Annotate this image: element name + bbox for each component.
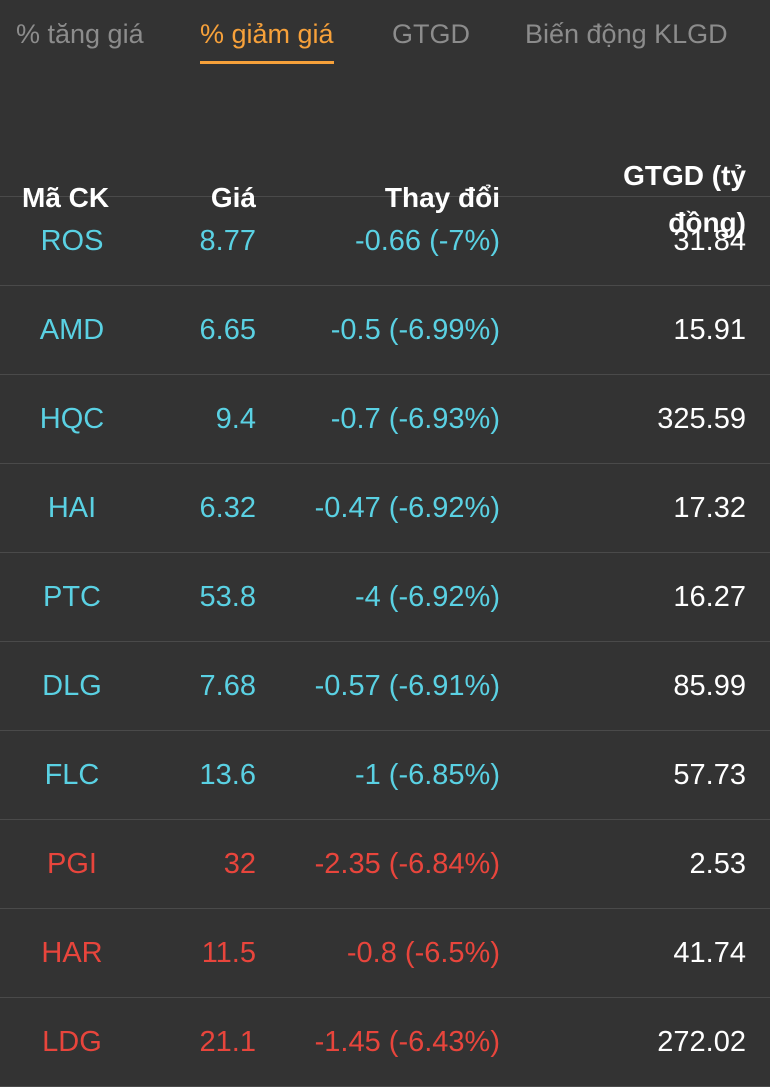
stock-change: -4 (-6.92%): [354, 581, 500, 613]
trading-value: 17.32: [673, 492, 746, 524]
table-row[interactable]: HAI 6.32 -0.47 (-6.92%) 17.32: [0, 464, 770, 553]
stock-price: 32: [223, 848, 256, 880]
stock-symbol: PTC: [43, 581, 101, 613]
header-symbol: Mã CK: [22, 182, 110, 213]
trading-value: 15.91: [673, 314, 746, 346]
table-row[interactable]: LDG 21.1 -1.45 (-6.43%) 272.02: [0, 998, 770, 1087]
table-row[interactable]: HAR 11.5 -0.8 (-6.5%) 41.74: [0, 909, 770, 998]
stock-symbol: ROS: [40, 225, 104, 257]
trading-value: 325.59: [657, 403, 746, 435]
stock-price: 6.65: [199, 314, 256, 346]
header-price: Giá: [210, 182, 256, 213]
stock-price: 6.32: [199, 492, 256, 524]
stock-change: -0.5 (-6.99%): [330, 314, 500, 346]
stock-symbol: FLC: [44, 759, 100, 791]
stock-price: 21.1: [199, 1026, 256, 1058]
table-row[interactable]: HQC 9.4 -0.7 (-6.93%) 325.59: [0, 375, 770, 464]
stock-change: -0.7 (-6.93%): [330, 403, 500, 435]
stock-change: -0.47 (-6.92%): [314, 492, 500, 524]
stock-symbol: HQC: [39, 403, 105, 435]
table-row[interactable]: DLG 7.68 -0.57 (-6.91%) 85.99: [0, 642, 770, 731]
table-row[interactable]: PGI 32 -2.35 (-6.84%) 2.53: [0, 820, 770, 909]
trading-value: 31.84: [673, 225, 746, 257]
trading-value: 57.73: [673, 759, 746, 791]
tab-percent-increase[interactable]: % tăng giá: [16, 19, 144, 49]
stock-change: -1 (-6.85%): [354, 759, 500, 791]
stock-price: 13.6: [199, 759, 256, 791]
stock-symbol: HAR: [41, 937, 103, 969]
header-value-line1: GTGD (tỷ: [623, 160, 746, 191]
stock-change: -0.8 (-6.5%): [346, 937, 500, 969]
trading-value: 2.53: [689, 848, 746, 880]
stock-change: -0.57 (-6.91%): [314, 670, 500, 702]
stock-price: 9.4: [215, 403, 256, 435]
stock-symbol: LDG: [42, 1026, 102, 1058]
trading-value: 85.99: [673, 670, 746, 702]
tab-percent-decrease[interactable]: % giảm giá: [200, 14, 334, 64]
stock-change: -1.45 (-6.43%): [314, 1026, 500, 1058]
table-header: Mã CK Giá Thay đổi GTGD (tỷ đồng): [0, 70, 770, 238]
table-row[interactable]: PTC 53.8 -4 (-6.92%) 16.27: [0, 553, 770, 642]
stock-change: -2.35 (-6.84%): [314, 848, 500, 880]
trading-value: 16.27: [673, 581, 746, 613]
table-body: ROS 8.77 -0.66 (-7%) 31.84 AMD 6.65 -0.5 (-6.9…: [0, 197, 770, 1087]
header-change: Thay đổi: [384, 182, 500, 213]
stock-symbol: HAI: [47, 492, 97, 524]
stock-price: 11.5: [201, 937, 256, 969]
tab-bar: % tăng giá % giảm giá GTGD Biến động KLG…: [0, 0, 770, 70]
trading-value: 272.02: [657, 1026, 746, 1058]
active-tab-underline: [200, 61, 334, 64]
tab-percent-decrease-label: % giảm giá: [200, 19, 334, 49]
stock-price: 8.77: [199, 225, 256, 257]
stock-price: 53.8: [199, 581, 256, 613]
table-row[interactable]: ROS 8.77 -0.66 (-7%) 31.84: [0, 197, 770, 286]
stock-symbol: PGI: [47, 848, 97, 880]
header-value-line2: đồng): [668, 207, 746, 238]
table-row[interactable]: FLC 13.6 -1 (-6.85%) 57.73: [0, 731, 770, 820]
tab-volume-change[interactable]: Biến động KLGD: [525, 19, 728, 49]
stock-price: 7.68: [199, 670, 256, 702]
stock-symbol: DLG: [42, 670, 102, 702]
table-row[interactable]: AMD 6.65 -0.5 (-6.99%) 15.91: [0, 286, 770, 375]
stock-symbol: AMD: [39, 314, 105, 346]
stock-change: -0.66 (-7%): [354, 225, 500, 257]
tab-trading-value[interactable]: GTGD: [392, 19, 470, 49]
trading-value: 41.74: [673, 937, 746, 969]
